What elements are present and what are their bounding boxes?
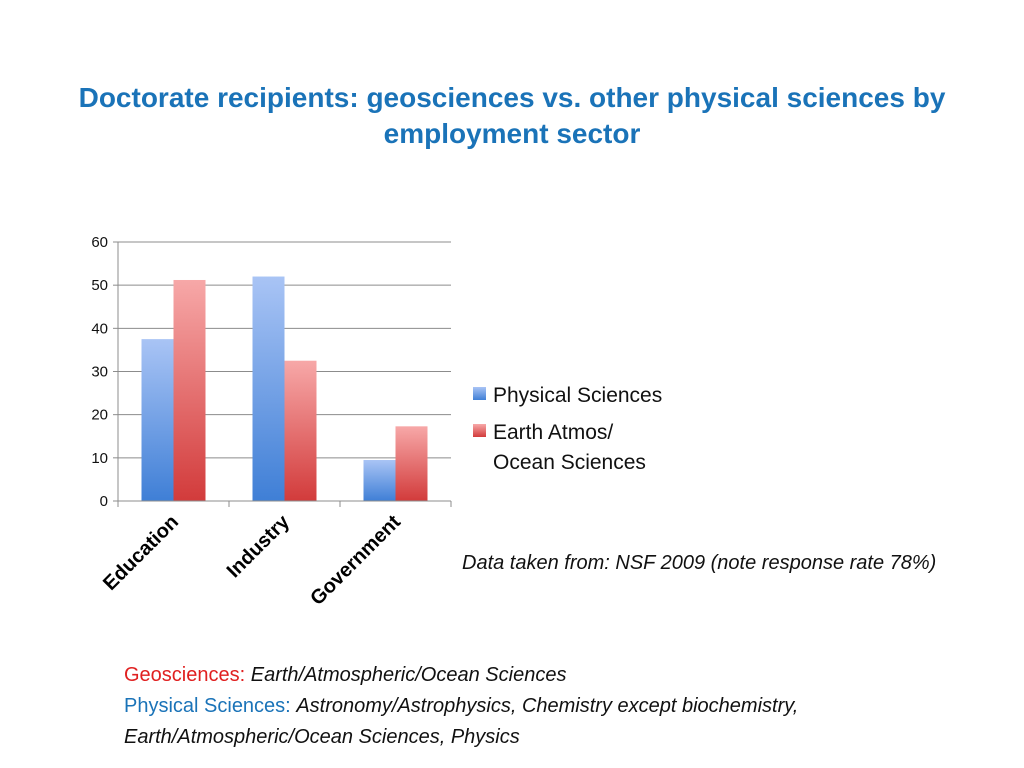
geosciences-term: Geosciences: — [124, 664, 246, 686]
bar-physical-sciences-government — [363, 459, 396, 501]
chart-title-line-2: employment sector — [383, 118, 641, 149]
y-tick-label: 20 — [91, 407, 108, 424]
chart-title-line-1: Doctorate recipients: geosciences vs. ot… — [78, 82, 946, 113]
chart-title: Doctorate recipients: geosciences vs. ot… — [40, 80, 984, 152]
geosciences-def-text: Earth/Atmospheric/Ocean Sciences — [250, 664, 567, 686]
bar-physical-sciences-industry — [252, 276, 285, 501]
y-tick-label: 10 — [91, 450, 108, 467]
y-tick-label: 50 — [91, 277, 108, 294]
legend-label: Physical Sciences — [493, 384, 662, 407]
y-tick-label: 0 — [100, 493, 108, 510]
physical-sciences-definition-cont: Earth/Atmospheric/Ocean Sciences, Physic… — [124, 722, 798, 753]
physical-sciences-term: Physical Sciences: — [124, 695, 291, 717]
bar-earth-atmos-ocean-industry — [284, 360, 317, 501]
bar-chart: 0 10 20 30 40 50 60 Education Industry Government… — [91, 234, 662, 610]
bar-earth-atmos-ocean-government — [395, 426, 428, 501]
physical-sciences-def-line-2: Earth/Atmospheric/Ocean Sciences, Physic… — [124, 726, 520, 748]
source-note: Data taken from: NSF 2009 (note response… — [462, 552, 937, 574]
legend: Physical Sciences Earth Atmos/Ocean Scien… — [473, 384, 662, 474]
legend-swatch — [473, 387, 486, 400]
y-tick-label: 30 — [91, 364, 108, 381]
y-tick-label: 60 — [91, 234, 108, 251]
bar-physical-sciences-education — [141, 339, 174, 501]
x-category-label: Government — [306, 511, 405, 610]
x-category-label: Education — [99, 511, 183, 595]
legend-label: Earth Atmos/Ocean Sciences — [493, 421, 646, 474]
geosciences-definition: Geosciences: Earth/Atmospheric/Ocean Sci… — [124, 660, 798, 691]
physical-sciences-definition: Physical Sciences: Astronomy/Astrophysic… — [124, 691, 798, 722]
y-tick-label: 40 — [91, 320, 108, 337]
bar-earth-atmos-ocean-education — [173, 279, 206, 501]
physical-sciences-def-line-1: Astronomy/Astrophysics, Chemistry except… — [296, 695, 799, 717]
x-category-label: Industry — [223, 510, 295, 582]
legend-swatch — [473, 424, 486, 437]
bars — [141, 276, 428, 501]
footnotes: Geosciences: Earth/Atmospheric/Ocean Sci… — [124, 660, 798, 753]
